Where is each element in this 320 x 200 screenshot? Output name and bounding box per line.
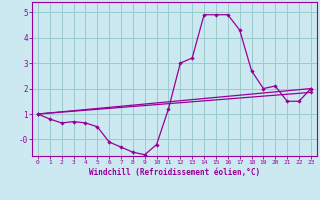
X-axis label: Windchill (Refroidissement éolien,°C): Windchill (Refroidissement éolien,°C) bbox=[89, 168, 260, 177]
